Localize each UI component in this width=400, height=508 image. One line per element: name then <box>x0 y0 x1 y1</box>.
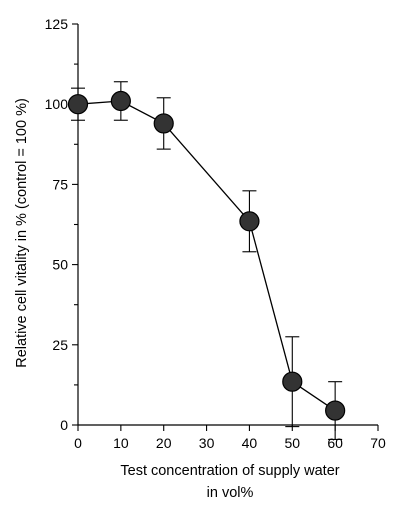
x-tick-label-40: 40 <box>242 435 258 451</box>
y-tick-label-75: 75 <box>52 176 68 192</box>
series <box>67 81 346 440</box>
data-point <box>239 211 260 232</box>
x-tick-label-70: 70 <box>370 435 386 451</box>
data-point <box>67 94 89 115</box>
y-axis-title: Relative cell vitality in % (control = 1… <box>14 98 30 368</box>
y-tick-label-25: 25 <box>52 337 68 353</box>
x-tick-label-20: 20 <box>156 435 172 451</box>
data-point <box>282 371 303 392</box>
axes <box>77 24 378 426</box>
y-tick-label-50: 50 <box>52 257 68 273</box>
y-tick-label-125: 125 <box>45 16 69 32</box>
x-axis-title-line2: in vol% <box>207 485 254 501</box>
x-axis-title-line1: Test concentration of supply water <box>120 463 339 479</box>
x-tick-label-0: 0 <box>74 435 82 451</box>
x-tick-label-10: 10 <box>113 435 129 451</box>
x-tick-label-50: 50 <box>284 435 300 451</box>
data-point <box>110 90 131 112</box>
data-point <box>153 113 174 134</box>
y-tick-label-0: 0 <box>60 417 68 433</box>
y-tick-label-100: 100 <box>45 96 69 112</box>
x-axis-ticks: 0 10 20 30 40 50 60 70 <box>74 425 386 451</box>
y-axis-ticks: 0 25 50 75 100 125 <box>45 16 78 433</box>
series-line <box>77 100 336 412</box>
data-point <box>325 400 346 421</box>
x-tick-label-30: 30 <box>199 435 215 451</box>
